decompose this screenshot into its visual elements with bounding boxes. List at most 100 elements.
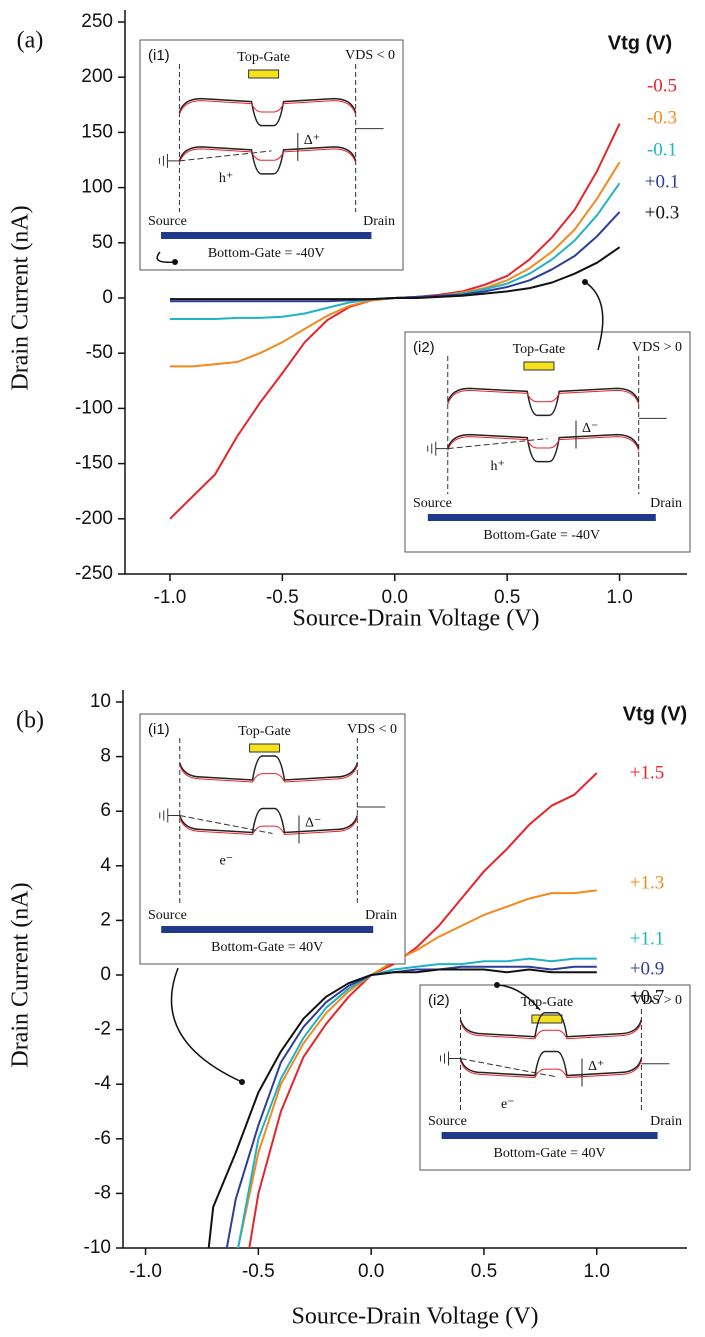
gap-label: Δ⁺ — [304, 133, 320, 148]
ground — [159, 808, 180, 823]
ground — [427, 441, 448, 456]
drain-label: Drain — [650, 1114, 682, 1129]
drain-label: Drain — [650, 496, 682, 511]
legend-entry: +1.1 — [630, 928, 664, 949]
x-tick-label: 1.0 — [584, 1261, 610, 1282]
y-tick-label: 6 — [100, 800, 111, 821]
band-edge — [178, 146, 357, 175]
y-tick-label: 10 — [90, 691, 111, 712]
inset-connector-dot — [172, 259, 178, 265]
bottom-gate-label: Bottom-Gate = -40V — [208, 246, 325, 261]
x-tick-label: 0.0 — [382, 587, 408, 608]
data-line — [237, 957, 597, 1249]
top-gate — [523, 361, 555, 371]
source-label: Source — [148, 908, 187, 923]
x-axis-title: Source-Drain Voltage (V) — [291, 1304, 538, 1330]
band-edge — [178, 97, 357, 127]
carrier-path — [460, 1058, 556, 1078]
y-tick-label: -200 — [75, 508, 113, 529]
bottom-gate — [441, 1132, 658, 1139]
legend-entry: -0.3 — [647, 107, 677, 128]
y-tick-label: 100 — [81, 177, 113, 198]
inset: (i1) Top-Gate VDS < 0 h⁺ Δ⁺ Source Drain Bottom… — [139, 39, 404, 271]
x-axis-title: Source-Drain Voltage (V) — [292, 606, 539, 632]
legend-entry: +0.9 — [630, 958, 664, 979]
data-line — [170, 246, 621, 301]
x-tick-label: -0.5 — [242, 1261, 275, 1282]
band-edge — [459, 1011, 643, 1038]
inset: (i2) Top-Gate VDS > 0 e⁻ Δ⁺ Source Drain Bottom… — [419, 984, 691, 1171]
legend-entry: -0.5 — [647, 75, 677, 96]
legend-title: Vtg (V) — [608, 32, 672, 54]
band-edge — [459, 1050, 643, 1077]
carrier: h⁺ — [491, 459, 505, 474]
y-tick-label: 8 — [100, 746, 111, 767]
inset-label: (i1) — [148, 47, 170, 64]
data-line — [248, 772, 598, 1249]
y-tick-label: 250 — [81, 11, 113, 32]
bottom-gate-label: Bottom-Gate = 40V — [494, 1146, 606, 1161]
y-tick-label: -50 — [86, 342, 113, 363]
x-tick-label: -1.0 — [154, 587, 187, 608]
legend-entry: +1.5 — [630, 762, 664, 783]
inset-connector-dot — [582, 279, 588, 285]
legend-entry: +0.7 — [630, 986, 664, 1007]
bias-condition: VDS < 0 — [347, 722, 397, 737]
data-line — [237, 889, 597, 1249]
y-tick-label: -2 — [94, 1019, 111, 1040]
y-tick-label: -10 — [84, 1237, 111, 1258]
band-edge-red — [179, 764, 358, 783]
y-tick-label: 200 — [81, 66, 113, 87]
bottom-gate — [161, 232, 372, 239]
y-tick-label: 150 — [81, 121, 113, 142]
y-tick-label: 0 — [100, 964, 111, 985]
band-edge-red — [447, 436, 640, 451]
carrier-path — [179, 815, 273, 834]
legend-title: Vtg (V) — [623, 703, 687, 725]
bottom-gate-label: Bottom-Gate = -40V — [483, 528, 600, 543]
bottom-gate — [161, 926, 374, 933]
band-edge — [447, 387, 640, 417]
top-gate — [248, 69, 280, 79]
y-tick-label: 50 — [92, 232, 113, 253]
inset-label: (i2) — [428, 992, 450, 1009]
bottom-gate — [427, 514, 656, 521]
bias-condition: VDS < 0 — [345, 48, 395, 63]
top-gate-label: Top-Gate — [237, 50, 290, 65]
top-gate — [249, 743, 281, 753]
data-line — [225, 965, 597, 1249]
band-edge-red — [179, 817, 358, 836]
drain-label: Drain — [363, 214, 395, 229]
y-tick-label: -4 — [94, 1073, 111, 1094]
legend-entry: +0.1 — [645, 171, 679, 192]
top-gate-label: Top-Gate — [513, 342, 566, 357]
carrier: h⁺ — [219, 171, 233, 186]
carrier-path — [179, 150, 272, 162]
carrier: e⁻ — [501, 1097, 515, 1112]
inset-connector-dot — [239, 1079, 245, 1085]
band-edge-red — [447, 389, 640, 405]
y-axis-title: Drain Current (nA) — [8, 205, 34, 390]
band-edge — [179, 807, 359, 834]
inset-label: (i1) — [148, 721, 170, 738]
y-axis-title: Drain Current (nA) — [8, 882, 34, 1067]
gap-label: Δ⁺ — [588, 1059, 604, 1074]
y-tick-label: 2 — [100, 909, 111, 930]
x-tick-label: 0.5 — [494, 587, 520, 608]
legend-entry: -0.1 — [647, 139, 677, 160]
legend-entry: +0.3 — [645, 202, 679, 223]
y-tick-label: -150 — [75, 453, 113, 474]
x-tick-label: -1.0 — [129, 1261, 162, 1282]
carrier: e⁻ — [220, 854, 234, 869]
legend-entry: +1.3 — [630, 872, 664, 893]
source-label: Source — [413, 496, 452, 511]
bias-condition: VDS > 0 — [632, 340, 682, 355]
ground — [440, 1051, 461, 1066]
band-edge — [447, 433, 640, 463]
y-tick-label: -8 — [94, 1182, 111, 1203]
inset-connector — [170, 967, 243, 1083]
band-edge-red — [460, 1060, 642, 1079]
data-line — [207, 968, 597, 1249]
top-gate-label: Top-Gate — [521, 995, 574, 1010]
